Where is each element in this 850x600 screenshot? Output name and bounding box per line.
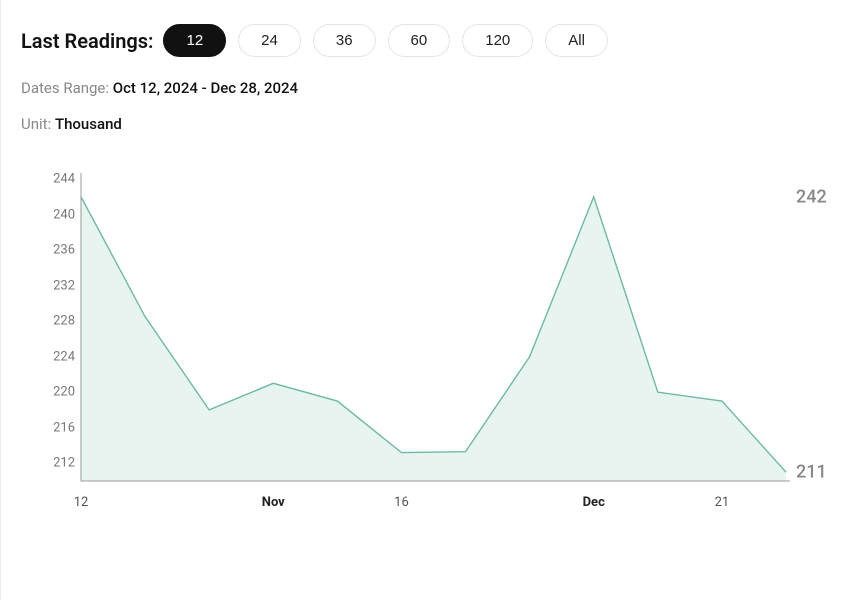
y-axis-tick: 212 (41, 456, 75, 471)
dates-range-row: Dates Range: Oct 12, 2024 - Dec 28, 2024 (21, 79, 830, 97)
dates-range-value: Oct 12, 2024 - Dec 28, 2024 (113, 79, 298, 97)
y-axis-tick: 224 (41, 349, 75, 364)
readings-pill-12[interactable]: 12 (163, 24, 226, 57)
readings-pill-24[interactable]: 24 (238, 24, 301, 57)
y-axis-tick: 244 (41, 172, 75, 187)
x-axis-tick: 16 (394, 495, 409, 510)
readings-pill-60[interactable]: 60 (388, 24, 451, 57)
y-axis-tick: 220 (41, 385, 75, 400)
x-axis-tick: 21 (715, 495, 730, 510)
last-readings-label: Last Readings: (21, 29, 153, 53)
unit-row: Unit: Thousand (21, 115, 830, 133)
readings-pill-120[interactable]: 120 (462, 24, 533, 57)
unit-label: Unit: (21, 115, 51, 133)
readings-pill-group: 12 24 36 60 120 All (163, 24, 607, 57)
y-axis-tick: 232 (41, 278, 75, 293)
readings-pill-all[interactable]: All (545, 24, 608, 57)
unit-value: Thousand (55, 115, 122, 133)
last-readings-row: Last Readings: 12 24 36 60 120 All (21, 24, 830, 57)
readings-pill-36[interactable]: 36 (313, 24, 376, 57)
x-axis-tick: Dec (583, 495, 605, 510)
x-axis-tick: 12 (74, 495, 89, 510)
y-axis-tick: 236 (41, 243, 75, 258)
y-axis-tick: 240 (41, 207, 75, 222)
dates-range-label: Dates Range: (21, 79, 109, 97)
chart-area: 212 216 220 224 228 232 236 240 244 12 Nov 16 Dec 21 2… (21, 161, 830, 541)
line-area-chart (21, 161, 831, 521)
x-axis-tick: Nov (262, 495, 285, 510)
y-axis-tick: 228 (41, 314, 75, 329)
panel: Last Readings: 12 24 36 60 120 All Dates Rang… (0, 0, 850, 600)
chart-last-value-label: 211 (796, 462, 827, 483)
y-axis-tick: 216 (41, 420, 75, 435)
chart-first-value-label: 242 (796, 186, 827, 207)
